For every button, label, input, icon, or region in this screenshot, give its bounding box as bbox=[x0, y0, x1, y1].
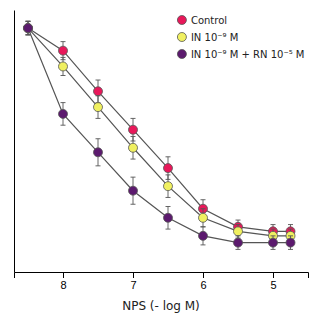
error-bar-cap bbox=[201, 208, 206, 209]
error-bar-cap bbox=[131, 118, 136, 119]
error-bar-cap bbox=[201, 226, 206, 227]
x-tick-mark bbox=[203, 272, 204, 278]
x-tick-label: 6 bbox=[200, 279, 206, 291]
error-bar-cap bbox=[201, 244, 206, 245]
error-bar-cap bbox=[236, 224, 241, 225]
error-bar-cap bbox=[61, 102, 66, 103]
legend-label: IN 10⁻⁹ M + RN 10⁻⁵ M bbox=[191, 49, 305, 60]
error-bar-cap bbox=[166, 206, 171, 207]
error-bar-cap bbox=[61, 75, 66, 76]
error-bar-cap bbox=[271, 235, 276, 236]
error-bar-cap bbox=[166, 174, 171, 175]
error-bar-cap bbox=[271, 229, 276, 230]
error-bar-cap bbox=[131, 136, 136, 137]
error-bar-cap bbox=[26, 21, 31, 22]
x-tick: 5 bbox=[270, 272, 276, 291]
point bbox=[286, 238, 295, 247]
point bbox=[24, 24, 33, 33]
error-bar-cap bbox=[61, 125, 66, 126]
x-axis-line bbox=[15, 273, 309, 279]
x-tick-mark bbox=[273, 272, 274, 278]
point bbox=[24, 24, 33, 33]
point bbox=[129, 125, 138, 134]
point bbox=[199, 213, 208, 222]
point bbox=[234, 227, 243, 236]
legend: Control IN 10⁻⁹ M IN 10⁻⁹ M + RN 10⁻⁵ M bbox=[177, 15, 304, 60]
point bbox=[129, 143, 138, 152]
chart: 8 7 6 5 Control IN 10⁻⁹ M IN 10⁻⁹ M + RN 10⁻⁵ … bbox=[0, 0, 320, 320]
legend-label: IN 10⁻⁹ M bbox=[191, 32, 238, 43]
x-axis: 8 7 6 5 bbox=[15, 272, 309, 291]
x-tick: 6 bbox=[200, 272, 206, 291]
series-line bbox=[28, 28, 291, 243]
x-tick: 8 bbox=[60, 272, 66, 291]
x-tick-label: 7 bbox=[130, 279, 136, 291]
point bbox=[59, 62, 68, 71]
point bbox=[59, 109, 68, 118]
point bbox=[269, 238, 278, 247]
error-bar-cap bbox=[166, 197, 171, 198]
error-bar-cap bbox=[131, 159, 136, 160]
error-bar-cap bbox=[26, 34, 31, 35]
error-bar-cap bbox=[288, 249, 293, 250]
error-bar-cap bbox=[61, 41, 66, 42]
error-bar-cap bbox=[236, 235, 241, 236]
error-bar-cap bbox=[201, 226, 206, 227]
x-tick: 7 bbox=[130, 272, 136, 291]
error-bar-cap bbox=[288, 235, 293, 236]
legend-label: Control bbox=[191, 15, 227, 26]
error-bar-cap bbox=[288, 229, 293, 230]
plot-area: 8 7 6 5 Control IN 10⁻⁹ M IN 10⁻⁹ M + RN 10⁻⁵ … bbox=[15, 11, 309, 291]
point bbox=[59, 46, 68, 55]
error-bar-cap bbox=[236, 220, 241, 221]
error-bar-cap bbox=[96, 165, 101, 166]
y-axis-line bbox=[14, 11, 15, 273]
point bbox=[164, 164, 173, 173]
error-bar-cap bbox=[271, 249, 276, 250]
legend-marker bbox=[177, 16, 186, 25]
y-axis bbox=[14, 11, 15, 273]
point bbox=[164, 213, 173, 222]
error-bar-cap bbox=[26, 21, 31, 22]
error-bar-cap bbox=[131, 177, 136, 178]
error-bar-cap bbox=[236, 249, 241, 250]
error-bar-cap bbox=[271, 224, 276, 225]
point bbox=[24, 24, 33, 33]
point bbox=[129, 186, 138, 195]
legend-marker bbox=[177, 50, 186, 59]
legend-item: Control bbox=[177, 15, 227, 26]
point bbox=[164, 182, 173, 191]
error-bar-cap bbox=[96, 138, 101, 139]
legend-marker bbox=[177, 33, 186, 42]
point bbox=[199, 231, 208, 240]
error-bar-cap bbox=[26, 21, 31, 22]
error-bar-cap bbox=[26, 34, 31, 35]
point bbox=[94, 148, 103, 157]
point bbox=[94, 103, 103, 112]
error-bar-cap bbox=[96, 80, 101, 81]
error-bar-cap bbox=[166, 229, 171, 230]
error-bar-cap bbox=[201, 199, 206, 200]
legend-item: IN 10⁻⁹ M bbox=[177, 32, 238, 43]
error-bar-cap bbox=[96, 95, 101, 96]
error-bar-cap bbox=[288, 224, 293, 225]
error-bar-cap bbox=[166, 156, 171, 157]
point bbox=[234, 238, 243, 247]
x-tick-label: 5 bbox=[270, 279, 276, 291]
point bbox=[94, 87, 103, 96]
x-tick-mark bbox=[63, 272, 64, 278]
x-tick-label: 8 bbox=[60, 279, 66, 291]
error-bar-cap bbox=[26, 34, 31, 35]
error-bar-cap bbox=[131, 204, 136, 205]
x-tick-mark bbox=[133, 272, 134, 278]
error-bar-cap bbox=[96, 118, 101, 119]
legend-item: IN 10⁻⁹ M + RN 10⁻⁵ M bbox=[177, 49, 304, 60]
error-bar-cap bbox=[61, 57, 66, 58]
x-axis-label: NPS (- log M) bbox=[122, 299, 200, 313]
